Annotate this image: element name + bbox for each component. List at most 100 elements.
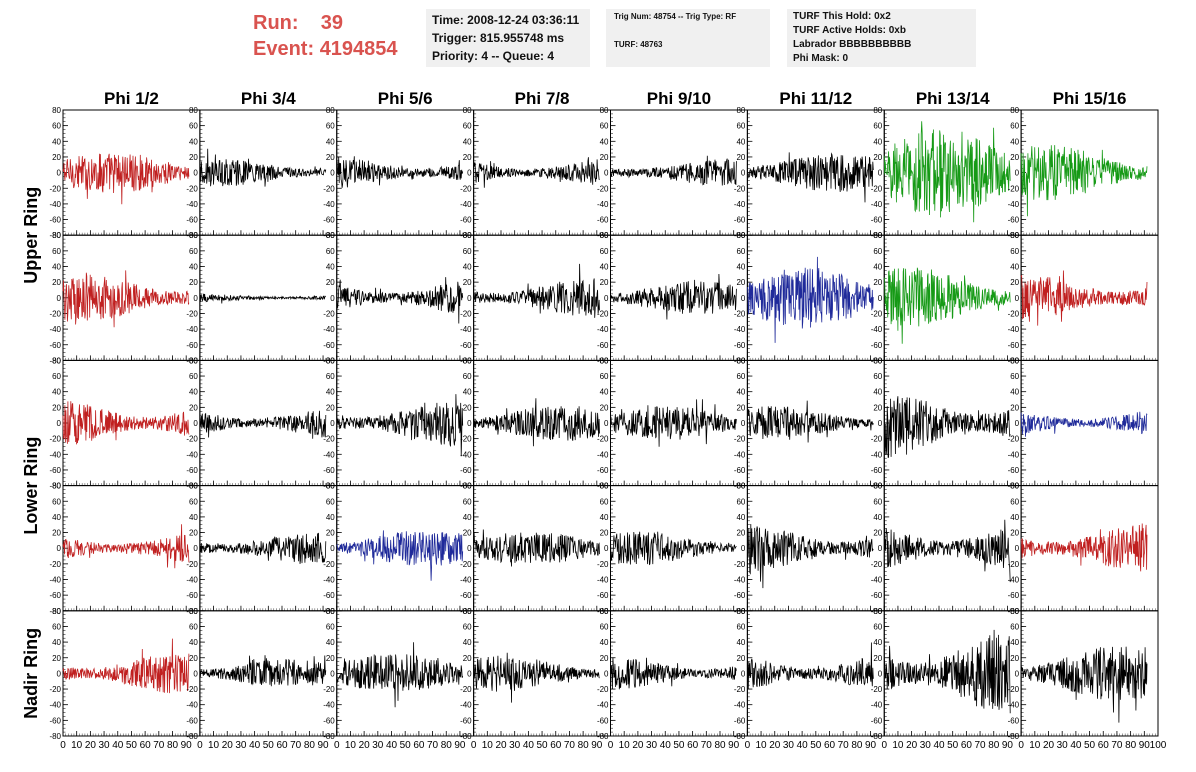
turf-hold-text: TURF This Hold: 0x2 (793, 11, 891, 22)
x-tick-label: 30 (920, 740, 932, 751)
y-tick-label: 40 (600, 137, 609, 146)
y-tick-label: 80 (736, 356, 745, 365)
y-tick-label: -20 (323, 184, 335, 193)
y-tick-label: 80 (873, 106, 882, 115)
waveform-trace (1021, 646, 1148, 723)
x-tick-label: 10 (1029, 740, 1041, 751)
waveform-trace (199, 148, 327, 187)
y-tick-label: 80 (52, 356, 61, 365)
y-tick-label: -40 (323, 200, 335, 209)
y-tick-label: 40 (52, 388, 61, 397)
y-tick-label: 60 (1010, 122, 1019, 131)
y-tick-label: 80 (1010, 106, 1019, 115)
y-tick-label: -20 (871, 435, 883, 444)
waveform-trace (610, 399, 737, 447)
y-tick-label: -40 (597, 325, 609, 334)
x-tick-label: 0 (334, 740, 340, 751)
y-tick-label: -20 (734, 560, 746, 569)
y-tick-label: 0 (57, 669, 62, 678)
y-tick-label: 60 (873, 122, 882, 131)
ring-label: Upper Ring (21, 187, 41, 284)
y-tick-label: -40 (597, 200, 609, 209)
y-tick-label: 20 (326, 278, 335, 287)
y-tick-label: -20 (186, 435, 198, 444)
waveform-trace (62, 401, 190, 445)
y-tick-label: 20 (873, 278, 882, 287)
y-tick-label: -40 (186, 325, 198, 334)
waveform-trace (1020, 145, 1148, 217)
y-tick-label: 20 (600, 153, 609, 162)
y-tick-label: 80 (326, 482, 335, 491)
y-tick-label: 20 (463, 153, 472, 162)
y-tick-label: -60 (1008, 466, 1020, 475)
event-number: 4194854 (319, 38, 398, 60)
y-tick-label: -40 (1008, 701, 1020, 710)
waveform-trace (473, 398, 600, 447)
waveform-trace (610, 657, 737, 690)
y-tick-label: 60 (326, 622, 335, 631)
y-tick-label: 0 (467, 169, 472, 178)
y-tick-label: -60 (597, 341, 609, 350)
y-tick-label: 0 (193, 294, 198, 303)
y-tick-label: 40 (326, 638, 335, 647)
y-tick-label: 40 (873, 388, 882, 397)
y-tick-label: 40 (1010, 638, 1019, 647)
x-tick-label: 20 (85, 740, 97, 751)
y-tick-label: -80 (186, 732, 198, 741)
x-tick-label: 30 (99, 740, 111, 751)
y-tick-label: 60 (189, 622, 198, 631)
trigger-text: Trigger: 815.955748 ms (432, 31, 565, 45)
column-header: Phi 7/8 (515, 89, 570, 108)
y-tick-label: 20 (463, 403, 472, 412)
x-tick-label: 80 (167, 740, 179, 751)
y-tick-label: 80 (463, 356, 472, 365)
y-tick-label: -40 (597, 701, 609, 710)
y-tick-label: -60 (871, 716, 883, 725)
time-text: Time: 2008-12-24 03:36:11 (432, 13, 580, 27)
y-tick-label: -20 (186, 685, 198, 694)
run-event-info: Run: 39 Event: 4194854 (253, 10, 398, 62)
y-tick-label: 20 (189, 153, 198, 162)
x-tick-label: 20 (1043, 740, 1055, 751)
y-tick-label: -60 (871, 341, 883, 350)
y-tick-label: 0 (467, 419, 472, 428)
y-tick-label: 20 (52, 654, 61, 663)
y-tick-label: -40 (597, 576, 609, 585)
y-tick-label: -40 (734, 450, 746, 459)
y-tick-label: -40 (871, 701, 883, 710)
waveform-trace (473, 529, 600, 567)
y-tick-label: 40 (600, 513, 609, 522)
y-tick-label: 40 (600, 638, 609, 647)
y-tick-label: 20 (463, 654, 472, 663)
y-tick-label: -60 (49, 466, 61, 475)
y-tick-label: -80 (1008, 732, 1020, 741)
y-tick-label: 80 (189, 231, 198, 240)
y-tick-label: 80 (873, 482, 882, 491)
phi-mask-text: Phi Mask: 0 (793, 53, 849, 64)
y-tick-label: -60 (1008, 216, 1020, 225)
y-tick-label: 40 (189, 513, 198, 522)
x-tick-label: 60 (961, 740, 973, 751)
x-tick-label: 60 (824, 740, 836, 751)
y-tick-label: 20 (736, 403, 745, 412)
y-tick-label: 20 (873, 403, 882, 412)
y-tick-label: -60 (1008, 591, 1020, 600)
y-tick-label: 0 (741, 294, 746, 303)
x-tick-label: 30 (509, 740, 521, 751)
waveform-trace (883, 516, 1011, 583)
y-tick-label: -60 (597, 216, 609, 225)
y-tick-label: 40 (189, 638, 198, 647)
y-tick-label: -80 (323, 732, 335, 741)
